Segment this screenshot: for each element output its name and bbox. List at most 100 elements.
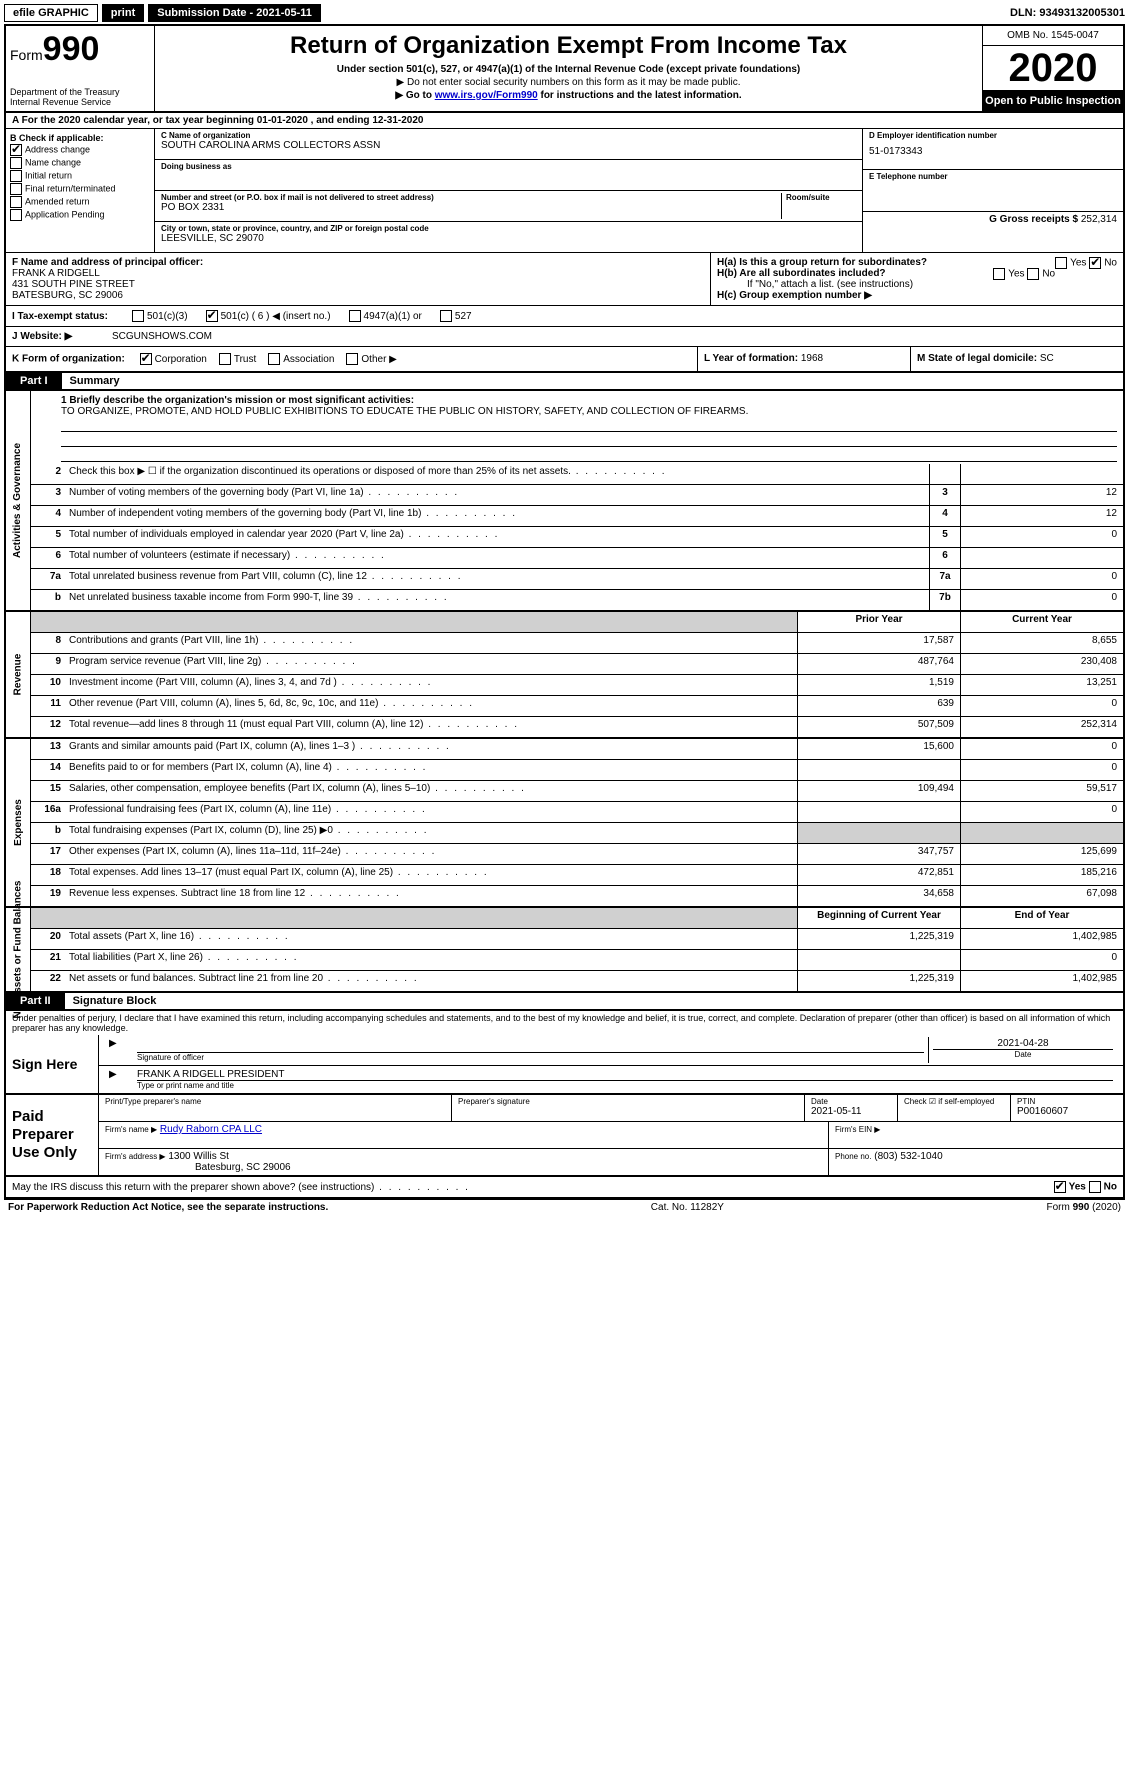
year-formation-value: 1968 xyxy=(801,353,823,364)
omb-number: OMB No. 1545-0047 xyxy=(983,26,1123,46)
prep-selfemp: Check ☑ if self-employed xyxy=(904,1097,1004,1106)
summary-line: 4Number of independent voting members of… xyxy=(31,506,1123,527)
firm-phone: (803) 532-1040 xyxy=(874,1151,942,1162)
name-label: C Name of organization xyxy=(161,131,856,140)
paid-preparer-block: Paid Preparer Use Only Print/Type prepar… xyxy=(4,1095,1125,1177)
checkbox-item[interactable]: Application Pending xyxy=(10,209,150,221)
year-formation-label: L Year of formation: xyxy=(704,353,798,364)
box-b-label: B Check if applicable: xyxy=(10,133,150,143)
room-label: Room/suite xyxy=(786,193,856,202)
tax-status-label: I Tax-exempt status: xyxy=(12,311,132,322)
org-form-option[interactable]: Corporation xyxy=(140,354,207,365)
firm-addr-label: Firm's address ▶ xyxy=(105,1152,166,1161)
part2-title: Signature Block xyxy=(65,993,165,1009)
checkbox-item[interactable]: Initial return xyxy=(10,170,150,182)
tax-year: 2020 xyxy=(983,46,1123,90)
mission-block: 1 Briefly describe the organization's mi… xyxy=(31,391,1123,464)
summary-line: 17Other expenses (Part IX, column (A), l… xyxy=(31,844,1123,865)
gross-label: G Gross receipts $ xyxy=(989,214,1078,225)
firm-name-link[interactable]: Rudy Raborn CPA LLC xyxy=(160,1124,262,1135)
sign-date-label: Date xyxy=(933,1049,1113,1059)
form-title: Return of Organization Exempt From Incom… xyxy=(163,32,974,60)
org-form-label: K Form of organization: xyxy=(12,354,125,365)
sign-name: FRANK A RIDGELL PRESIDENT xyxy=(137,1069,1113,1081)
tax-status-option[interactable]: 527 xyxy=(440,311,472,322)
org-form-option[interactable]: Trust xyxy=(219,354,256,365)
begin-year-hdr: Beginning of Current Year xyxy=(797,908,960,928)
firm-addr2: Batesburg, SC 29006 xyxy=(105,1162,291,1173)
firm-addr: 1300 Willis St xyxy=(168,1151,229,1162)
website-value: SCGUNSHOWS.COM xyxy=(112,331,212,342)
gross-value: 252,314 xyxy=(1081,214,1117,225)
tax-status-option[interactable]: 4947(a)(1) or xyxy=(349,311,422,322)
sign-name-label: Type or print name and title xyxy=(137,1081,1113,1090)
org-form-option[interactable]: Association xyxy=(268,354,334,365)
officer-label: F Name and address of principal officer: xyxy=(12,257,704,268)
rev-header-row: Prior Year Current Year xyxy=(31,612,1123,633)
checkbox-item[interactable]: Address change xyxy=(10,144,150,156)
domicile-label: M State of legal domicile: xyxy=(917,353,1037,364)
summary-line: 14Benefits paid to or for members (Part … xyxy=(31,760,1123,781)
irs-link[interactable]: www.irs.gov/Form990 xyxy=(435,90,538,101)
row-klm: K Form of organization: Corporation Trust… xyxy=(4,347,1125,373)
checkbox-item[interactable]: Amended return xyxy=(10,196,150,208)
top-bar: efile GRAPHIC print Submission Date - 20… xyxy=(4,4,1125,22)
summary-line: 12Total revenue—add lines 8 through 11 (… xyxy=(31,717,1123,737)
footer-left: For Paperwork Reduction Act Notice, see … xyxy=(8,1202,328,1213)
ein-value: 51-0173343 xyxy=(869,146,1117,157)
sign-date: 2021-04-28 xyxy=(933,1038,1113,1049)
org-form-option[interactable]: Other ▶ xyxy=(346,354,396,365)
street-label: Number and street (or P.O. box if mail i… xyxy=(161,193,781,202)
box-c: C Name of organization SOUTH CAROLINA AR… xyxy=(155,129,863,252)
summary-line: bNet unrelated business taxable income f… xyxy=(31,590,1123,610)
discuss-answer: Yes No xyxy=(1054,1181,1117,1193)
print-button[interactable]: print xyxy=(102,4,144,22)
city-label: City or town, state or province, country… xyxy=(161,224,856,233)
info-grid: B Check if applicable: Address changeNam… xyxy=(4,129,1125,253)
dba-label: Doing business as xyxy=(161,162,856,171)
page-footer: For Paperwork Reduction Act Notice, see … xyxy=(4,1199,1125,1215)
expenses-section: Expenses 13Grants and similar amounts pa… xyxy=(4,739,1125,908)
checkbox-item[interactable]: Final return/terminated xyxy=(10,183,150,195)
tax-status-option[interactable]: 501(c) ( 6 ) ◀ (insert no.) xyxy=(206,311,331,322)
tax-status-option[interactable]: 501(c)(3) xyxy=(132,311,188,322)
part1-title: Summary xyxy=(62,373,128,389)
firm-name-label: Firm's name ▶ xyxy=(105,1125,157,1134)
checkbox-item[interactable]: Name change xyxy=(10,157,150,169)
end-year-hdr: End of Year xyxy=(960,908,1123,928)
governance-vlabel: Activities & Governance xyxy=(6,391,31,610)
domicile-value: SC xyxy=(1040,353,1054,364)
officer-name: FRANK A RIDGELL xyxy=(12,268,704,279)
sig-of-officer-label: Signature of officer xyxy=(137,1053,924,1062)
part1-header: Part I Summary xyxy=(4,373,1125,391)
part2-header: Part II Signature Block xyxy=(4,993,1125,1011)
row-i: I Tax-exempt status: 501(c)(3) 501(c) ( 6… xyxy=(4,306,1125,327)
summary-line: 18Total expenses. Add lines 13–17 (must … xyxy=(31,865,1123,886)
summary-line: bTotal fundraising expenses (Part IX, co… xyxy=(31,823,1123,844)
firm-ein-label: Firm's EIN ▶ xyxy=(835,1125,880,1134)
summary-line: 16aProfessional fundraising fees (Part I… xyxy=(31,802,1123,823)
summary-line: 10Investment income (Part VIII, column (… xyxy=(31,675,1123,696)
summary-line: 22Net assets or fund balances. Subtract … xyxy=(31,971,1123,991)
street-value: PO BOX 2331 xyxy=(161,202,781,213)
note-ssn: ▶ Do not enter social security numbers o… xyxy=(163,77,974,88)
efile-button[interactable]: efile GRAPHIC xyxy=(4,4,98,22)
firm-phone-label: Phone no. xyxy=(835,1152,871,1161)
h-c: H(c) Group exemption number ▶ xyxy=(717,290,1117,301)
summary-line: 6Total number of volunteers (estimate if… xyxy=(31,548,1123,569)
prep-date: 2021-05-11 xyxy=(811,1106,891,1117)
prep-ptin: P00160607 xyxy=(1017,1106,1117,1117)
footer-mid: Cat. No. 11282Y xyxy=(651,1202,724,1213)
sign-here-label: Sign Here xyxy=(6,1035,98,1093)
footer-right: Form 990 (2020) xyxy=(1047,1202,1121,1213)
summary-line: 7aTotal unrelated business revenue from … xyxy=(31,569,1123,590)
summary-line: 8Contributions and grants (Part VIII, li… xyxy=(31,633,1123,654)
sign-block: Sign Here ▶ Signature of officer 2021-04… xyxy=(4,1035,1125,1095)
summary-line: 9Program service revenue (Part VIII, lin… xyxy=(31,654,1123,675)
prior-year-hdr: Prior Year xyxy=(797,612,960,632)
city-value: LEESVILLE, SC 29070 xyxy=(161,233,856,244)
prep-ptin-hdr: PTIN xyxy=(1017,1097,1117,1106)
summary-line: 11Other revenue (Part VIII, column (A), … xyxy=(31,696,1123,717)
submission-date-button[interactable]: Submission Date - 2021-05-11 xyxy=(148,4,321,22)
mission-text: TO ORGANIZE, PROMOTE, AND HOLD PUBLIC EX… xyxy=(61,406,1117,417)
